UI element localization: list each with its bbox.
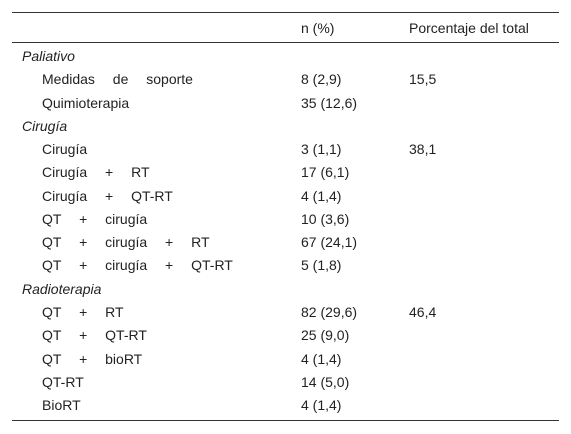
header-rule [12, 42, 559, 43]
row-percent: 46,4 [409, 303, 437, 320]
header-cell: Porcentaje del total [409, 20, 529, 36]
row-count: 8 (2,9) [301, 71, 342, 88]
row-label: QT + RT [42, 303, 124, 320]
row-label: QT + cirugía + RT [42, 234, 210, 251]
row-count: 4 (1,4) [301, 187, 342, 204]
row-count: 4 (1,4) [301, 397, 342, 414]
top-rule [12, 12, 559, 13]
row-count: 82 (29,6) [301, 303, 358, 320]
group-heading: Radioterapia [22, 280, 102, 297]
row-label: QT + cirugía + QT-RT [42, 257, 233, 274]
row-count: 3 (1,1) [301, 141, 342, 158]
group-heading: Cirugía [22, 117, 68, 134]
row-label: QT + QT-RT [42, 327, 147, 344]
row-count: 17 (6,1) [301, 164, 350, 181]
row-count: 4 (1,4) [301, 350, 342, 367]
row-label: Cirugía + QT-RT [42, 187, 173, 204]
row-label: BioRT [42, 397, 81, 414]
row-count: 35 (12,6) [301, 94, 358, 111]
row-label: Cirugía + RT [42, 164, 150, 181]
row-label: Cirugía [42, 141, 88, 158]
row-count: 5 (1,8) [301, 257, 342, 274]
row-label: QT-RT [42, 373, 84, 390]
row-percent: 15,5 [409, 71, 437, 88]
row-label: Quimioterapia [42, 94, 130, 111]
row-count: 67 (24,1) [301, 234, 358, 251]
row-count: 14 (5,0) [301, 373, 350, 390]
row-label: QT + cirugía [42, 210, 148, 227]
header-cell: n (%) [301, 20, 335, 36]
row-count: 10 (3,6) [301, 210, 350, 227]
group-heading: Paliativo [22, 48, 75, 64]
row-count: 25 (9,0) [301, 327, 350, 344]
row-label: QT + bioRT [42, 350, 143, 367]
row-label: Medidas de soporte [42, 71, 193, 88]
row-percent: 38,1 [409, 141, 437, 158]
bottom-rule [12, 420, 559, 421]
